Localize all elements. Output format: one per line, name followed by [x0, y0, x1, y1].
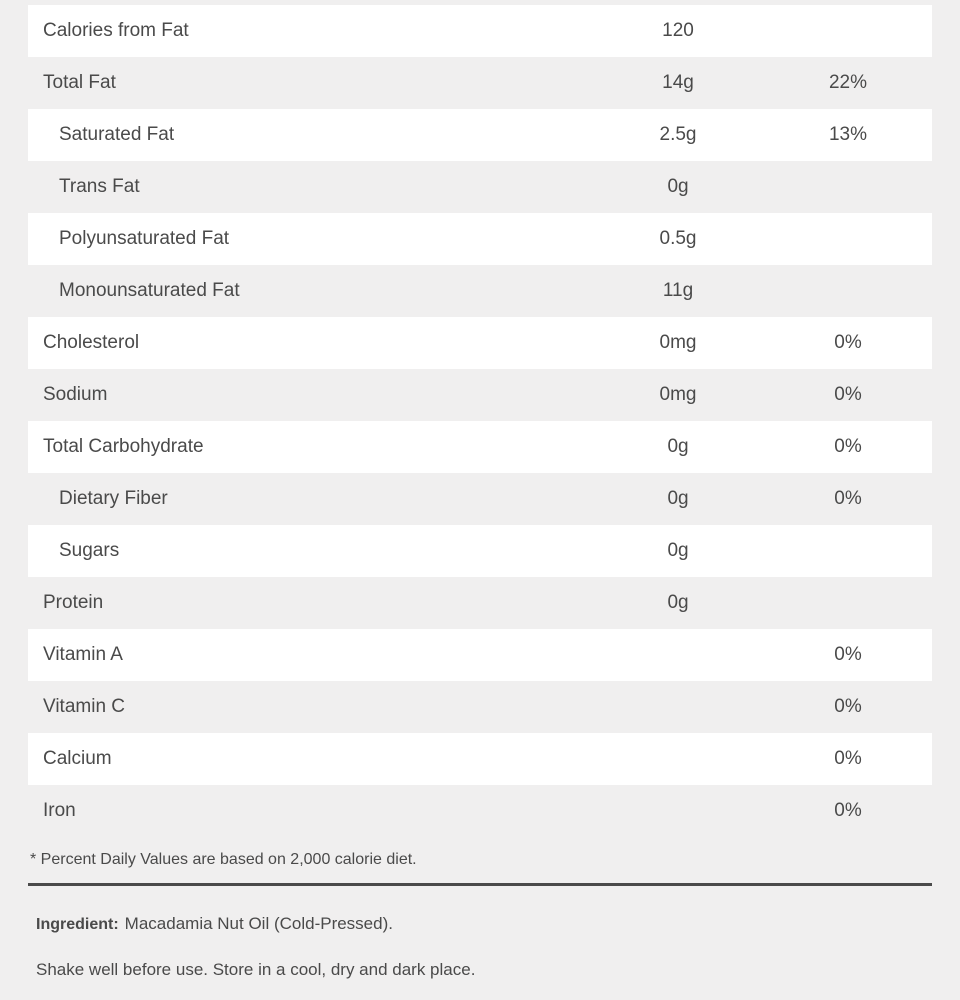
- nutrient-name: Iron: [43, 800, 76, 821]
- nutrient-amount: 11g: [662, 280, 694, 301]
- table-row: Calcium 0%: [28, 733, 932, 785]
- table-row: Saturated Fat 2.5g 13%: [28, 109, 932, 161]
- daily-value-percent: 0%: [834, 384, 862, 405]
- nutrient-name: Vitamin C: [43, 696, 126, 717]
- nutrient-amount: 2.5g: [659, 124, 697, 145]
- daily-value-percent: 13%: [828, 124, 868, 145]
- daily-value-percent: 0%: [834, 800, 862, 821]
- daily-value-percent: 22%: [828, 72, 868, 93]
- table-row: Vitamin A 0%: [28, 629, 932, 681]
- nutrient-name: Vitamin A: [43, 644, 123, 665]
- nutrient-amount: 0g: [667, 540, 689, 561]
- nutrient-name: Calcium: [43, 748, 112, 769]
- nutrient-amount: 0.5g: [659, 228, 697, 249]
- nutrient-name: Saturated Fat: [59, 124, 175, 145]
- nutrient-amount: 0mg: [659, 384, 697, 405]
- nutrient-name: Total Carbohydrate: [43, 436, 204, 457]
- nutrient-amount: 0mg: [659, 332, 697, 353]
- daily-value-percent: 0%: [834, 488, 862, 509]
- table-row: Cholesterol 0mg 0%: [28, 317, 932, 369]
- nutrient-name: Calories from Fat: [43, 20, 189, 41]
- table-row: Iron 0%: [28, 785, 932, 837]
- table-row: Sodium 0mg 0%: [28, 369, 932, 421]
- daily-value-percent: 0%: [834, 332, 862, 353]
- table-row: Total Carbohydrate 0g 0%: [28, 421, 932, 473]
- nutrient-amount: 14g: [662, 72, 694, 93]
- nutrition-panel: Calories from Fat 120 Total Fat 14g 22% Satur…: [28, 0, 932, 980]
- nutrient-amount: 0g: [667, 592, 689, 613]
- nutrient-amount: 0g: [667, 436, 689, 457]
- nutrient-amount: 0g: [667, 176, 689, 197]
- nutrient-name: Sugars: [59, 540, 120, 561]
- table-row: Trans Fat 0g: [28, 161, 932, 213]
- nutrition-table: Calories from Fat 120 Total Fat 14g 22% Satur…: [28, 5, 932, 837]
- section-divider: [28, 883, 932, 886]
- table-row: Monounsaturated Fat 11g: [28, 265, 932, 317]
- table-row: Vitamin C 0%: [28, 681, 932, 733]
- table-row: Dietary Fiber 0g 0%: [28, 473, 932, 525]
- daily-value-percent: 0%: [834, 696, 862, 717]
- nutrient-amount: 120: [662, 20, 694, 41]
- nutrient-name: Trans Fat: [59, 176, 140, 197]
- daily-value-percent: 0%: [834, 436, 862, 457]
- daily-value-footnote: * Percent Daily Values are based on 2,00…: [30, 851, 417, 868]
- nutrient-name: Monounsaturated Fat: [59, 280, 240, 301]
- nutrient-name: Dietary Fiber: [59, 488, 168, 509]
- ingredients-value: Macadamia Nut Oil (Cold-Pressed).: [124, 914, 393, 933]
- storage-instructions: Shake well before use. Store in a cool, …: [36, 960, 476, 979]
- ingredients-label: Ingredient:: [36, 916, 119, 933]
- daily-value-percent: 0%: [834, 644, 862, 665]
- ingredients-line: Ingredient: Macadamia Nut Oil (Cold-Press…: [28, 886, 932, 934]
- table-row: Total Fat 14g 22%: [28, 57, 932, 109]
- table-row: Calories from Fat 120: [28, 5, 932, 57]
- nutrient-amount: 0g: [667, 488, 689, 509]
- nutrient-name: Cholesterol: [43, 332, 140, 353]
- nutrient-name: Sodium: [43, 384, 108, 405]
- table-row: Sugars 0g: [28, 525, 932, 577]
- table-row: Polyunsaturated Fat 0.5g: [28, 213, 932, 265]
- nutrient-name: Polyunsaturated Fat: [59, 228, 230, 249]
- table-row: Protein 0g: [28, 577, 932, 629]
- daily-value-percent: 0%: [834, 748, 862, 769]
- nutrient-name: Total Fat: [43, 72, 116, 93]
- nutrient-name: Protein: [43, 592, 104, 613]
